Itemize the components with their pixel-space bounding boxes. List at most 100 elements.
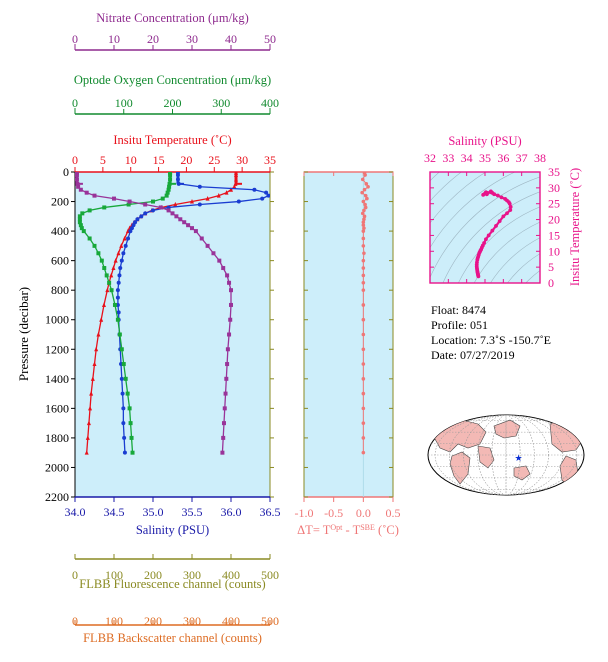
pressure-tick-label: 2200 <box>45 490 69 504</box>
salinity-point <box>121 251 126 256</box>
dt-point <box>361 244 366 248</box>
pressure-tick-label: 800 <box>51 283 69 297</box>
nitrate-point <box>227 280 232 285</box>
ts-point <box>485 191 490 195</box>
dt-axis-title-superscript: Opt <box>330 523 343 532</box>
ts-point <box>484 237 488 242</box>
oxygen-point <box>126 202 131 207</box>
salinity-point <box>116 310 121 315</box>
temperature-point <box>84 450 89 455</box>
salinity-point <box>122 450 127 455</box>
dt-point <box>363 205 368 210</box>
nitrate-point <box>221 435 226 440</box>
backscatter-tick-label: 0 <box>72 614 78 628</box>
nitrate-point <box>229 302 233 307</box>
salinity-point <box>116 280 121 285</box>
temperature-point <box>224 190 229 195</box>
map-meridian <box>449 415 563 495</box>
oxygen-point <box>77 214 82 219</box>
temperature-point <box>99 317 104 322</box>
date-label: Date: <box>431 348 457 362</box>
dt-axis-title-superscript: SBE <box>360 523 375 532</box>
salinity-point <box>197 184 202 189</box>
oxygen-point <box>80 211 85 216</box>
float-label: Float: <box>431 303 460 317</box>
nitrate-point <box>76 184 81 189</box>
nitrate-point <box>211 251 216 256</box>
fluorescence-axis-title: FLBB Fluorescence channel (counts) <box>79 577 265 591</box>
dt-axis-title: ΔT= TOpt - TSBE (˚C) <box>297 523 399 538</box>
dt-point <box>361 436 366 440</box>
float-value: 8474 <box>462 303 487 317</box>
dt-point <box>362 208 366 213</box>
nitrate-point <box>178 217 183 222</box>
dt-point <box>365 196 369 201</box>
nitrate-axis-title: Nitrate Concentration (μm/kg) <box>96 11 249 25</box>
ts-point <box>494 224 498 228</box>
ts-x-tick-label: 38 <box>534 151 546 165</box>
salinity-point <box>121 421 126 426</box>
ts-point <box>495 193 500 198</box>
pressure-tick-label: 0 <box>63 165 69 179</box>
dt-point <box>362 251 366 256</box>
salinity-point <box>131 223 136 228</box>
plot-background <box>75 172 270 497</box>
nitrate-point <box>221 421 226 426</box>
temperature-tick-label: 35 <box>264 153 276 167</box>
map-land <box>439 415 459 425</box>
salinity-point <box>118 266 123 271</box>
ts-point <box>497 219 502 224</box>
ts-y-tick-label: 5 <box>548 260 554 274</box>
oxygen-point <box>151 199 155 204</box>
temperature-point <box>85 435 90 440</box>
pressure-tick-label: 200 <box>51 195 69 209</box>
oxygen-point <box>125 391 130 396</box>
oxygen-point <box>130 450 135 455</box>
nitrate-point <box>182 220 187 225</box>
oxygen-point <box>164 193 169 198</box>
date-value: 07/27/2019 <box>460 348 515 362</box>
oxygen-point <box>99 258 104 263</box>
oxygen-point <box>102 266 107 271</box>
ts-y-tick-label: 35 <box>548 165 560 179</box>
salinity-point <box>126 236 131 241</box>
fluorescence-tick-label: 400 <box>222 568 240 582</box>
salinity-point <box>115 295 120 300</box>
nitrate-point <box>92 193 97 198</box>
y-axis-label: Pressure (decibar) <box>16 287 31 381</box>
dt-point <box>361 377 366 381</box>
temperature-point <box>190 198 194 204</box>
location-row: Location: 7.3˚S -150.7˚E <box>431 333 551 348</box>
pressure-tick-label: 1000 <box>45 313 69 327</box>
dt-point <box>361 229 366 233</box>
temperature-tick-label: 10 <box>125 153 137 167</box>
dt-point <box>361 199 366 204</box>
nitrate-point <box>221 266 226 271</box>
salinity-point <box>151 208 155 213</box>
oxygen-point <box>123 376 128 381</box>
oxygen-tick-label: 200 <box>164 96 182 110</box>
profile-label: Profile: <box>431 318 467 332</box>
dt-axis-title-part: ΔT= T <box>297 523 331 537</box>
oxygen-point <box>102 205 107 210</box>
nitrate-tick-label: 40 <box>225 32 237 46</box>
fluorescence-tick-label: 500 <box>261 568 279 582</box>
map-meridian <box>434 415 578 495</box>
backscatter-tick-label: 400 <box>222 614 240 628</box>
nitrate-point <box>127 199 132 204</box>
salinity-axis-title: Salinity (PSU) <box>136 523 209 537</box>
dt-axis-title-part: - T <box>342 523 360 537</box>
float-info: Float: 8474 Profile: 051 Location: 7.3˚S… <box>431 303 551 363</box>
nitrate-point <box>170 211 175 216</box>
salinity-point <box>128 229 133 234</box>
oxygen-point <box>119 347 124 352</box>
map-land <box>477 445 495 469</box>
backscatter-axis-title: FLBB Backscatter channel (counts) <box>83 631 262 645</box>
ts-point <box>476 274 481 279</box>
temperature-tick-label: 30 <box>236 153 248 167</box>
ts-x-tick-label: 34 <box>461 151 473 165</box>
dt-tick-label: 0.0 <box>356 506 371 520</box>
oxygen-tick-label: 0 <box>72 96 78 110</box>
temperature-point <box>94 346 99 352</box>
dt-point <box>363 173 367 177</box>
